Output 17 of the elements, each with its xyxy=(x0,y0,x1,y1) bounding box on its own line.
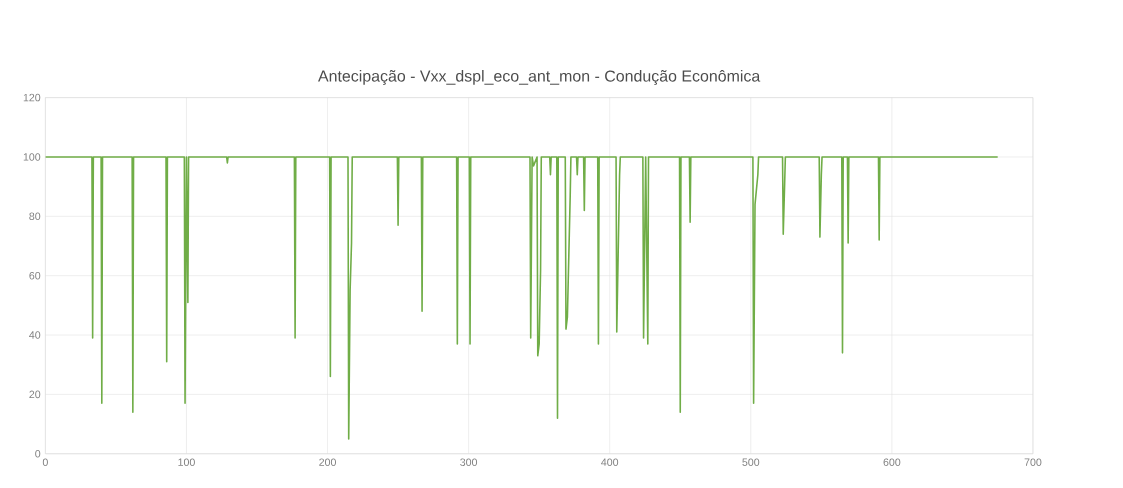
y-tick-label: 60 xyxy=(29,272,41,280)
x-tick-label: 600 xyxy=(883,458,901,467)
chart-title: Antecipação - Vxx_dspl_eco_ant_mon - Condução Econômica xyxy=(318,70,761,86)
x-tick-label: 500 xyxy=(742,458,760,467)
line-series xyxy=(45,156,999,440)
x-tick-label: 100 xyxy=(178,458,195,467)
y-tick-label: 120 xyxy=(23,93,41,102)
x-tick-label: 700 xyxy=(1024,458,1042,467)
x-tick-label: 200 xyxy=(319,458,336,467)
y-tick-label: 0 xyxy=(35,450,41,458)
x-tick-label: 0 xyxy=(42,458,48,467)
y-tick-label: 40 xyxy=(29,331,41,339)
y-tick-label: 100 xyxy=(23,153,41,161)
y-tick-label: 20 xyxy=(29,390,41,399)
x-tick-label: 400 xyxy=(601,458,619,467)
x-tick-label: 300 xyxy=(460,458,478,467)
y-tick-label: 80 xyxy=(29,212,41,221)
